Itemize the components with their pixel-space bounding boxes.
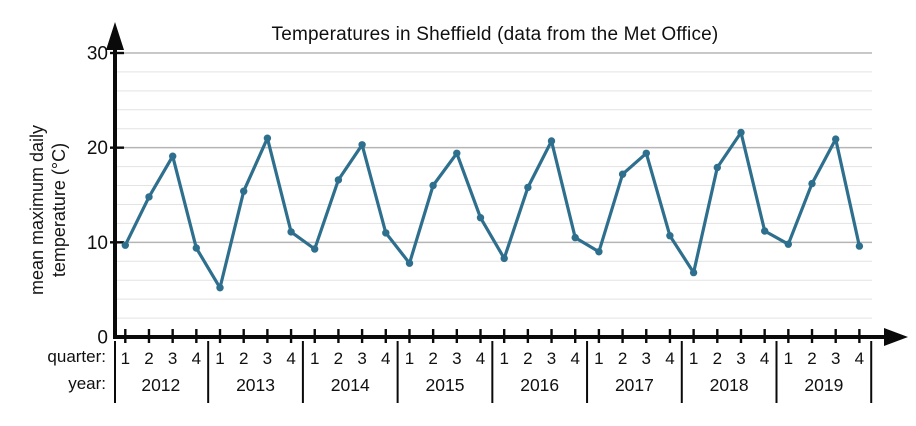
year-label: 2018 [710, 375, 749, 395]
quarter-tick-label: 1 [594, 349, 603, 368]
quarter-tick-label: 2 [239, 349, 248, 368]
data-point-2014-q4 [382, 229, 390, 237]
quarter-tick-label: 1 [499, 349, 508, 368]
quarter-tick-label: 4 [192, 349, 201, 368]
quarter-tick-label: 3 [263, 349, 272, 368]
data-point-2012-q3 [169, 152, 177, 160]
quarter-tick-label: 2 [713, 349, 722, 368]
data-point-2013-q3 [263, 134, 272, 142]
quarter-tick-label: 2 [618, 349, 627, 368]
quarter-tick-label: 2 [807, 349, 816, 368]
quarter-tick-label: 4 [286, 349, 295, 368]
quarter-tick-label: 3 [831, 349, 840, 368]
data-point-2012-q1 [121, 241, 129, 249]
quarter-tick-label: 4 [760, 349, 769, 368]
y-axis-arrowhead [106, 22, 124, 50]
y-axis-label: mean maximum daily temperature (°C) [26, 80, 70, 340]
quarter-tick-label: 3 [736, 349, 745, 368]
data-point-2015-q1 [405, 259, 414, 267]
quarter-tick-label: 2 [334, 349, 343, 368]
data-point-2017-q4 [666, 232, 674, 240]
data-point-2018-q3 [737, 128, 745, 137]
data-point-2019-q2 [808, 179, 816, 188]
data-point-2017-q1 [595, 248, 603, 256]
data-point-2016-q3 [547, 137, 556, 145]
data-point-2019-q1 [784, 240, 792, 248]
data-point-2016-q1 [500, 254, 508, 263]
year-label: 2016 [520, 375, 559, 395]
data-point-2013-q1 [216, 284, 224, 292]
data-point-2014-q2 [334, 176, 343, 184]
quarter-tick-label: 1 [121, 349, 130, 368]
quarter-tick-label: 1 [689, 349, 698, 368]
quarter-row-label: quarter: [47, 347, 106, 366]
quarter-tick-label: 3 [452, 349, 461, 368]
quarter-tick-label: 4 [665, 349, 674, 368]
quarter-tick-label: 4 [855, 349, 864, 368]
data-point-2012-q4 [192, 244, 200, 252]
data-point-2015-q2 [429, 181, 437, 190]
year-label: 2019 [804, 375, 843, 395]
year-label: 2013 [236, 375, 275, 395]
year-label: 2012 [141, 375, 180, 395]
x-axis-arrowhead [884, 328, 908, 346]
y-tick-label: 0 [97, 328, 108, 349]
y-tick-label: 30 [87, 44, 108, 65]
y-tick-label: 20 [87, 138, 108, 159]
data-point-2017-q2 [618, 170, 627, 178]
chart-title: Temperatures in Sheffield (data from the… [271, 24, 719, 45]
data-point-2014-q1 [311, 245, 319, 253]
quarter-tick-label: 2 [144, 349, 153, 368]
quarter-tick-label: 1 [215, 349, 224, 368]
data-point-2013-q4 [287, 228, 295, 236]
quarter-tick-label: 4 [476, 349, 485, 368]
quarter-tick-label: 1 [310, 349, 319, 368]
quarter-tick-label: 3 [357, 349, 366, 368]
quarter-tick-label: 3 [547, 349, 556, 368]
data-point-2016-q2 [524, 183, 532, 192]
data-point-2014-q3 [358, 141, 366, 149]
data-point-2013-q2 [240, 187, 248, 195]
data-point-2019-q3 [832, 135, 840, 143]
quarter-tick-label: 1 [405, 349, 414, 368]
data-point-2019-q4 [855, 242, 864, 250]
data-point-2016-q4 [571, 233, 579, 242]
data-point-2012-q2 [145, 193, 153, 201]
y-axis-label-line1: mean maximum daily [27, 124, 47, 296]
data-point-2018-q2 [713, 163, 721, 172]
quarter-tick-label: 2 [428, 349, 437, 368]
data-point-2018-q1 [689, 268, 698, 277]
y-tick-label: 10 [87, 233, 108, 254]
quarter-tick-label: 4 [381, 349, 390, 368]
temperature-line [123, 130, 862, 290]
year-label: 2015 [426, 375, 465, 395]
quarter-tick-label: 2 [523, 349, 532, 368]
data-point-2017-q3 [642, 149, 650, 157]
quarter-tick-label: 4 [570, 349, 579, 368]
y-axis-label-line2: temperature (°C) [49, 142, 69, 278]
year-row-label: year: [68, 374, 106, 393]
data-point-2015-q4 [476, 214, 485, 222]
data-point-2015-q3 [453, 149, 461, 157]
quarter-tick-label: 1 [784, 349, 793, 368]
quarter-tick-label: 3 [168, 349, 177, 368]
year-label: 2017 [615, 375, 654, 395]
data-point-2018-q4 [761, 227, 769, 235]
quarter-tick-label: 3 [642, 349, 651, 368]
year-label: 2014 [331, 375, 370, 395]
